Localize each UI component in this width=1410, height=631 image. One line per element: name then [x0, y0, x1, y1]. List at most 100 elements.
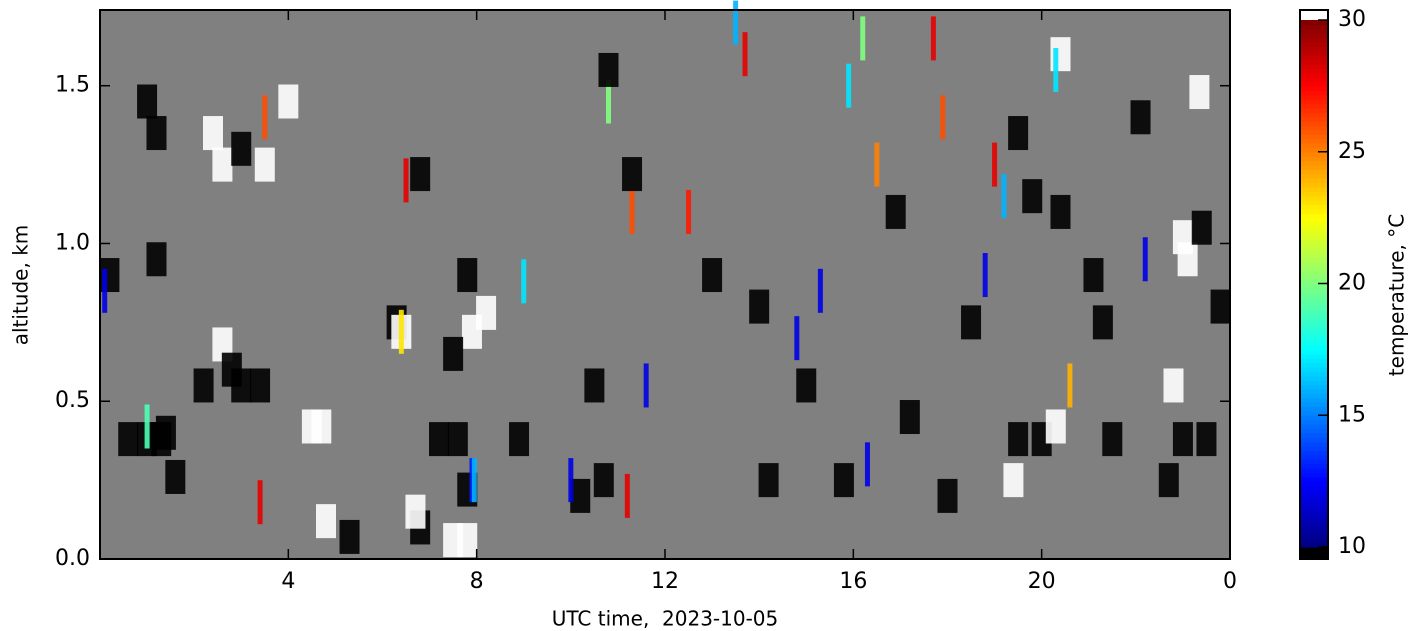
cell [102, 268, 108, 313]
cell [509, 422, 530, 457]
colorbar-strip [1300, 525, 1328, 531]
cell [165, 459, 186, 494]
colorbar-strip [1300, 445, 1328, 451]
colorbar-strip [1300, 476, 1328, 482]
colorbar-strip [1300, 340, 1328, 346]
cell [457, 523, 478, 558]
cell [568, 458, 574, 503]
cell [461, 314, 482, 349]
colorbar-strip [1300, 235, 1328, 241]
cell [1008, 116, 1029, 151]
colorbar-strip [1300, 410, 1328, 416]
cell [643, 363, 649, 408]
cell [1102, 422, 1123, 457]
colorbar-strip [1300, 230, 1328, 236]
colorbar-strip [1300, 287, 1328, 293]
colorbar-strip [1300, 397, 1328, 403]
colorbar-tick-label: 10 [1338, 534, 1366, 559]
colorbar-strip [1300, 226, 1328, 232]
colorbar-strip [1300, 85, 1328, 91]
cell [262, 95, 268, 140]
colorbar-strip [1300, 121, 1328, 126]
cell [992, 142, 998, 187]
colorbar-strip [1300, 186, 1328, 192]
cell [570, 478, 591, 513]
cell [817, 268, 823, 313]
colorbar-strip [1300, 358, 1328, 364]
cell [1003, 463, 1024, 498]
colorbar-strip [1300, 112, 1328, 118]
cell [940, 95, 946, 140]
colorbar-strip [1300, 331, 1328, 337]
colorbar-strip [1300, 384, 1328, 390]
cell [193, 368, 214, 403]
colorbar-strip [1300, 169, 1328, 175]
cell [686, 189, 692, 234]
cell [1191, 210, 1212, 245]
colorbar-strip [1300, 375, 1328, 381]
colorbar-strip [1300, 270, 1328, 276]
cell [794, 316, 800, 361]
colorbar-strip [1300, 327, 1328, 333]
colorbar-strip [1300, 213, 1328, 219]
colorbar-strip [1300, 432, 1328, 438]
cell [405, 494, 426, 529]
y-axis-label: altitude, km [9, 225, 33, 346]
colorbar-strip [1300, 24, 1328, 30]
cell [624, 473, 630, 518]
cell [410, 157, 431, 192]
cell [457, 258, 478, 293]
cell [398, 309, 404, 354]
colorbar-tick-label: 30 [1338, 7, 1366, 32]
colorbar-strip [1300, 99, 1328, 105]
colorbar-strip [1300, 318, 1328, 324]
cell [937, 478, 958, 513]
colorbar-strip [1300, 296, 1328, 302]
cell [796, 368, 817, 403]
colorbar-strip [1300, 301, 1328, 307]
colorbar-strip [1300, 305, 1328, 311]
colorbar-strip [1300, 503, 1328, 509]
cell [593, 463, 614, 498]
x-tick-label: 8 [470, 569, 484, 594]
colorbar-strip [1300, 252, 1328, 258]
cell [833, 463, 854, 498]
colorbar-strip [1300, 208, 1328, 214]
cell [1177, 242, 1198, 277]
cell [1172, 422, 1193, 457]
colorbar-strip [1300, 481, 1328, 487]
cell [429, 422, 449, 457]
colorbar-strip [1300, 265, 1328, 271]
colorbar-strip [1300, 485, 1328, 491]
cell [471, 458, 477, 503]
colorbar-strip [1300, 415, 1328, 421]
colorbar-strip [1300, 41, 1328, 47]
colorbar-strip [1300, 336, 1328, 342]
colorbar-strip [1300, 156, 1328, 162]
colorbar-strip [1300, 274, 1328, 280]
colorbar-tick-label: 15 [1338, 402, 1366, 427]
colorbar-strip [1300, 164, 1328, 170]
colorbar-strip [1300, 507, 1328, 513]
cell [758, 463, 779, 498]
colorbar-strip [1300, 142, 1328, 148]
cell [203, 116, 223, 151]
colorbar-strip [1300, 182, 1328, 188]
colorbar-strip [1300, 200, 1328, 206]
colorbar-strip [1300, 217, 1328, 223]
cell [1196, 422, 1217, 457]
colorbar-strip [1300, 147, 1328, 153]
colorbar-strip [1300, 362, 1328, 368]
y-tick-label: 1.5 [55, 73, 90, 98]
colorbar-strip [1300, 542, 1328, 548]
cell [137, 84, 158, 119]
colorbar-strip [1300, 178, 1328, 184]
colorbar-strip [1300, 380, 1328, 386]
cell [118, 422, 139, 457]
colorbar-frame [1299, 9, 1329, 560]
cell [254, 147, 275, 182]
colorbar-strip [1300, 72, 1328, 78]
cell [874, 142, 880, 187]
colorbar-strip [1300, 388, 1328, 394]
